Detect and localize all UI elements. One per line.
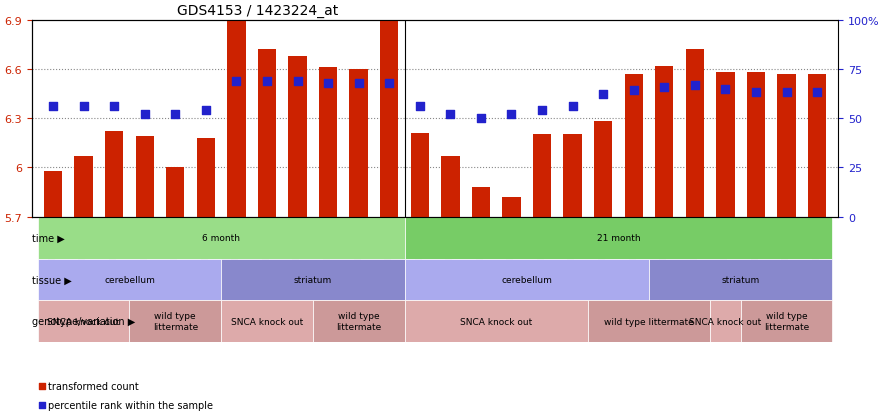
Bar (533, 135, 552, 217)
Point (382, 80, 396, 87)
Bar (686, 50, 704, 217)
Bar (747, 73, 766, 217)
Point (657, 84, 671, 90)
Text: cerebellum: cerebellum (104, 275, 155, 285)
Bar (502, 197, 521, 217)
Point (474, 116, 488, 122)
Point (749, 90, 763, 97)
Point (260, 78, 274, 85)
FancyBboxPatch shape (38, 217, 405, 259)
Point (168, 112, 182, 118)
Text: 21 month: 21 month (597, 234, 640, 243)
Text: wild type littermate: wild type littermate (604, 317, 694, 326)
Point (35, 401, 50, 408)
Bar (808, 75, 827, 217)
Bar (410, 133, 429, 217)
Point (627, 88, 641, 95)
Bar (625, 75, 643, 217)
Bar (227, 21, 246, 217)
Text: wild type
littermate: wild type littermate (336, 312, 381, 331)
Point (138, 112, 152, 118)
FancyBboxPatch shape (710, 301, 741, 342)
Bar (319, 68, 338, 217)
Text: genotype/variation ▶: genotype/variation ▶ (32, 316, 135, 326)
Text: SNCA knock out: SNCA knock out (48, 317, 119, 326)
Text: SNCA knock out: SNCA knock out (460, 317, 532, 326)
Bar (196, 138, 215, 217)
Text: SNCA knock out: SNCA knock out (231, 317, 303, 326)
Point (413, 104, 427, 110)
Text: transformed count: transformed count (49, 381, 139, 391)
Bar (349, 70, 368, 217)
Point (443, 112, 457, 118)
Bar (288, 57, 307, 217)
FancyBboxPatch shape (405, 217, 833, 259)
FancyBboxPatch shape (221, 301, 313, 342)
Text: cerebellum: cerebellum (501, 275, 552, 285)
Point (780, 90, 794, 97)
Bar (472, 188, 490, 217)
FancyBboxPatch shape (405, 259, 649, 301)
Text: wild type
littermate: wild type littermate (764, 312, 809, 331)
Point (688, 82, 702, 89)
Point (535, 108, 549, 114)
Point (291, 78, 305, 85)
FancyBboxPatch shape (649, 259, 833, 301)
Text: time ▶: time ▶ (32, 233, 65, 243)
FancyBboxPatch shape (38, 259, 221, 301)
Point (199, 108, 213, 114)
Bar (594, 122, 613, 217)
Bar (135, 137, 154, 217)
FancyBboxPatch shape (38, 301, 129, 342)
Point (505, 112, 519, 118)
Bar (777, 75, 796, 217)
Text: striatum: striatum (721, 275, 760, 285)
Text: percentile rank within the sample: percentile rank within the sample (49, 399, 213, 410)
Bar (258, 50, 276, 217)
FancyBboxPatch shape (221, 259, 405, 301)
FancyBboxPatch shape (313, 301, 405, 342)
Point (229, 78, 243, 85)
Point (107, 104, 121, 110)
FancyBboxPatch shape (405, 301, 588, 342)
Text: 6 month: 6 month (202, 234, 240, 243)
Bar (441, 157, 460, 217)
Point (35, 382, 50, 389)
Point (77, 104, 91, 110)
Point (810, 90, 824, 97)
Bar (166, 168, 185, 217)
FancyBboxPatch shape (588, 301, 710, 342)
FancyBboxPatch shape (741, 301, 833, 342)
Bar (44, 171, 62, 217)
Bar (105, 132, 124, 217)
Text: striatum: striatum (293, 275, 332, 285)
Text: SNCA knock out: SNCA knock out (690, 317, 761, 326)
Point (719, 86, 733, 93)
Text: GDS4153 / 1423224_at: GDS4153 / 1423224_at (177, 4, 338, 18)
Bar (655, 66, 674, 217)
Text: tissue ▶: tissue ▶ (32, 275, 72, 285)
Bar (563, 135, 582, 217)
Bar (380, 21, 399, 217)
Point (566, 104, 580, 110)
Bar (74, 157, 93, 217)
Text: wild type
littermate: wild type littermate (153, 312, 198, 331)
Point (352, 80, 366, 87)
FancyBboxPatch shape (129, 301, 221, 342)
Point (46, 104, 60, 110)
Point (321, 80, 335, 87)
Point (596, 92, 610, 98)
Bar (716, 73, 735, 217)
